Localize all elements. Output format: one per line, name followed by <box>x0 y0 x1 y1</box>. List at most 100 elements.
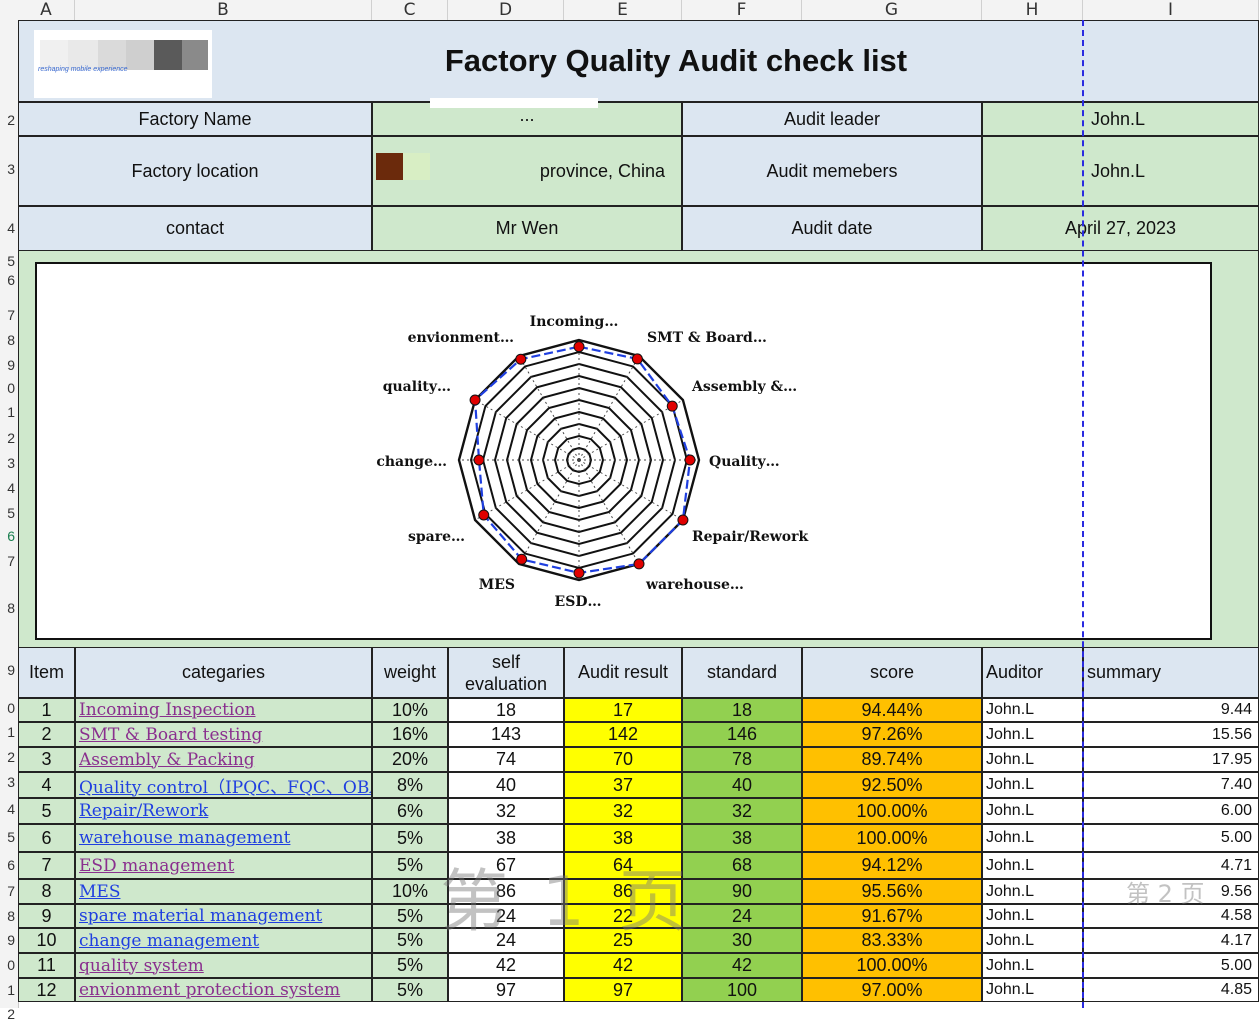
cell-category[interactable]: Quality control（IPQC、FQC、OBA、 <box>75 772 372 798</box>
cell-item[interactable]: 12 <box>18 978 75 1002</box>
cell-standard[interactable]: 78 <box>682 747 802 772</box>
cell-weight[interactable]: 5% <box>372 824 448 852</box>
row-header[interactable]: 7 <box>7 883 15 899</box>
cell-score[interactable]: 95.56% <box>802 879 982 904</box>
cell-audit-result[interactable]: 22 <box>564 904 682 928</box>
cell-weight[interactable]: 10% <box>372 879 448 904</box>
cell-weight[interactable]: 20% <box>372 747 448 772</box>
cell-auditor[interactable]: John.L <box>982 978 1083 1002</box>
row-header[interactable]: 9 <box>7 932 15 948</box>
cell-score[interactable]: 83.33% <box>802 928 982 953</box>
cell-self-evaluation[interactable]: 143 <box>448 722 564 747</box>
cell-self-evaluation[interactable]: 74 <box>448 747 564 772</box>
cell-score[interactable]: 100.00% <box>802 824 982 852</box>
cell-standard[interactable]: 100 <box>682 978 802 1002</box>
category-link[interactable]: Repair/Rework <box>79 801 209 821</box>
audit-members-label[interactable]: Audit memebers <box>682 136 982 206</box>
factory-name-value[interactable]: ... <box>372 102 682 136</box>
audit-members-value[interactable]: John.L <box>982 136 1259 206</box>
cell-score[interactable]: 89.74% <box>802 747 982 772</box>
cell-weight[interactable]: 5% <box>372 953 448 978</box>
cell-score[interactable]: 92.50% <box>802 772 982 798</box>
cell-audit-result[interactable]: 70 <box>564 747 682 772</box>
cell-item[interactable]: 5 <box>18 798 75 824</box>
category-link[interactable]: SMT & Board testing <box>79 724 263 745</box>
header-weight[interactable]: weight <box>372 647 448 698</box>
header-standard[interactable]: standard <box>682 647 802 698</box>
category-link[interactable]: MES <box>79 881 121 902</box>
cell-audit-result[interactable]: 37 <box>564 772 682 798</box>
cell-standard[interactable]: 30 <box>682 928 802 953</box>
row-header[interactable]: 7 <box>7 307 15 323</box>
row-header[interactable]: 9 <box>7 357 15 373</box>
cell-summary[interactable]: 7.40 <box>1083 772 1259 798</box>
audit-leader-label[interactable]: Audit leader <box>682 102 982 136</box>
cell-self-evaluation[interactable]: 86 <box>448 879 564 904</box>
header-self-evaluation[interactable]: self evaluation <box>448 647 564 698</box>
cell-self-evaluation[interactable]: 32 <box>448 798 564 824</box>
cell-item[interactable]: 8 <box>18 879 75 904</box>
cell-weight[interactable]: 5% <box>372 928 448 953</box>
cell-score[interactable]: 100.00% <box>802 798 982 824</box>
category-link[interactable]: Assembly & Packing <box>79 749 255 770</box>
cell-audit-result[interactable]: 97 <box>564 978 682 1002</box>
cell-weight[interactable]: 5% <box>372 904 448 928</box>
cell-standard[interactable]: 146 <box>682 722 802 747</box>
factory-name-label[interactable]: Factory Name <box>18 102 372 136</box>
cell-score[interactable]: 94.12% <box>802 852 982 879</box>
cell-category[interactable]: ESD management <box>75 852 372 879</box>
cell-auditor[interactable]: John.L <box>982 852 1083 879</box>
row-header[interactable]: 6 <box>7 272 15 288</box>
cell-item[interactable]: 6 <box>18 824 75 852</box>
cell-self-evaluation[interactable]: 40 <box>448 772 564 798</box>
row-header[interactable]: 5 <box>7 253 15 269</box>
column-header-h[interactable]: H <box>982 0 1083 20</box>
column-header-e[interactable]: E <box>564 0 682 20</box>
cell-summary[interactable]: 4.17 <box>1083 928 1259 953</box>
cell-auditor[interactable]: John.L <box>982 798 1083 824</box>
cell-summary[interactable]: 15.56 <box>1083 722 1259 747</box>
title-banner-right[interactable] <box>1083 20 1259 102</box>
cell-summary[interactable]: 6.00 <box>1083 798 1259 824</box>
row-header[interactable]: 2 <box>7 430 15 446</box>
cell-category[interactable]: MES <box>75 879 372 904</box>
header-item[interactable]: Item <box>18 647 75 698</box>
cell-score[interactable]: 97.00% <box>802 978 982 1002</box>
cell-summary[interactable]: 5.00 <box>1083 953 1259 978</box>
cell-audit-result[interactable]: 25 <box>564 928 682 953</box>
audit-date-value[interactable]: April 27, 2023 <box>982 206 1259 251</box>
row-header[interactable]: 4 <box>7 220 15 236</box>
cell-weight[interactable]: 10% <box>372 698 448 722</box>
cell-item[interactable]: 2 <box>18 722 75 747</box>
cell-auditor[interactable]: John.L <box>982 772 1083 798</box>
category-link[interactable]: spare material management <box>79 906 323 926</box>
row-header[interactable]: 0 <box>7 700 15 716</box>
factory-location-value[interactable]: province, China <box>372 136 682 206</box>
row-header[interactable]: 2 <box>7 112 15 128</box>
cell-summary[interactable]: 5.00 <box>1083 824 1259 852</box>
cell-auditor[interactable]: John.L <box>982 879 1083 904</box>
row-header[interactable]: 3 <box>7 161 15 177</box>
cell-score[interactable]: 100.00% <box>802 953 982 978</box>
row-header[interactable]: 8 <box>7 332 15 348</box>
cell-category[interactable]: quality system <box>75 953 372 978</box>
column-header-a[interactable]: A <box>18 0 75 20</box>
cell-auditor[interactable]: John.L <box>982 904 1083 928</box>
row-header[interactable]: 1 <box>7 982 15 998</box>
cell-weight[interactable]: 5% <box>372 852 448 879</box>
cell-score[interactable]: 97.26% <box>802 722 982 747</box>
radar-chart-box[interactable]: Incoming… SMT & Board… Assembly &… Quality…… <box>35 262 1212 640</box>
cell-weight[interactable]: 16% <box>372 722 448 747</box>
cell-self-evaluation[interactable]: 38 <box>448 824 564 852</box>
cell-audit-result[interactable]: 142 <box>564 722 682 747</box>
cell-standard[interactable]: 42 <box>682 953 802 978</box>
cell-summary[interactable]: 9.44 <box>1083 698 1259 722</box>
cell-self-evaluation[interactable]: 24 <box>448 904 564 928</box>
audit-leader-value[interactable]: John.L <box>982 102 1259 136</box>
row-header[interactable]: 9 <box>7 662 15 678</box>
cell-standard[interactable]: 24 <box>682 904 802 928</box>
cell-summary[interactable]: 17.95 <box>1083 747 1259 772</box>
category-link[interactable]: envionment protection system <box>79 980 341 1000</box>
cell-self-evaluation[interactable]: 42 <box>448 953 564 978</box>
cell-standard[interactable]: 18 <box>682 698 802 722</box>
